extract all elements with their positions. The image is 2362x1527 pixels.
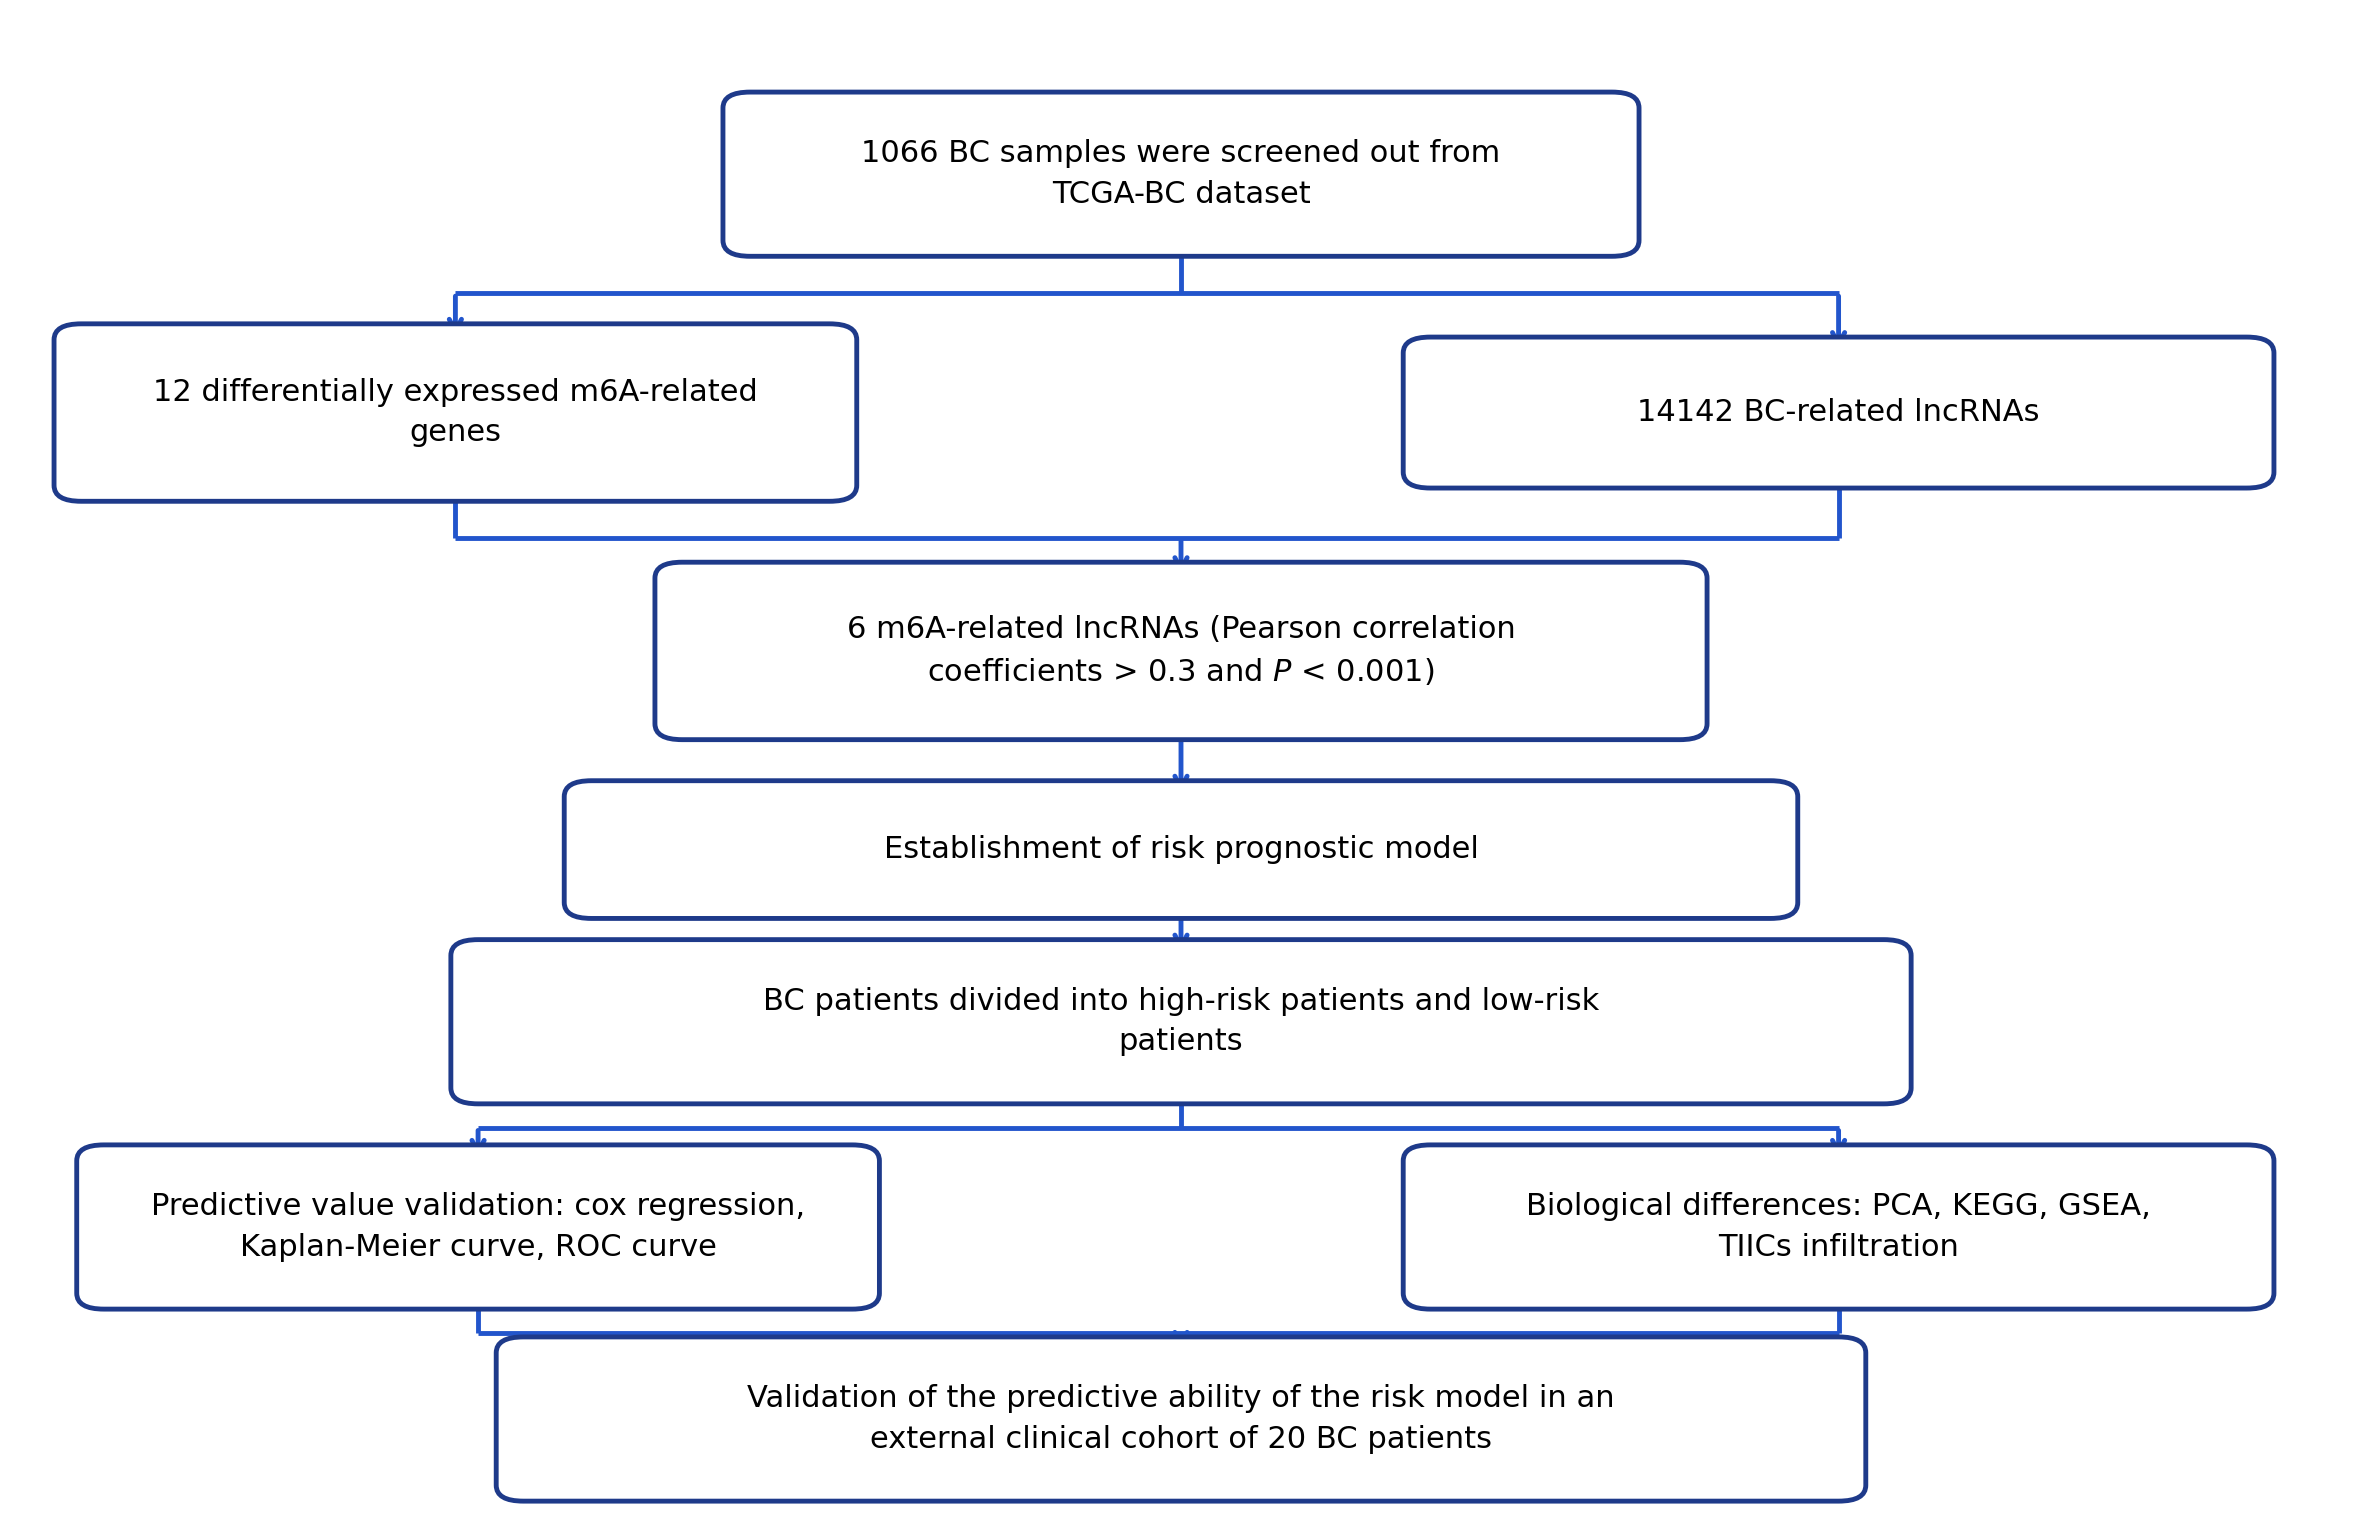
- Text: Validation of the predictive ability of the risk model in an
external clinical c: Validation of the predictive ability of …: [746, 1385, 1616, 1454]
- FancyBboxPatch shape: [1403, 1145, 2275, 1309]
- Text: Establishment of risk prognostic model: Establishment of risk prognostic model: [883, 835, 1479, 864]
- FancyBboxPatch shape: [451, 939, 1911, 1104]
- Text: 12 differentially expressed m6A-related
genes: 12 differentially expressed m6A-related …: [154, 377, 758, 447]
- Text: 14142 BC-related lncRNAs: 14142 BC-related lncRNAs: [1637, 399, 2041, 428]
- FancyBboxPatch shape: [54, 324, 857, 501]
- Text: 6 m6A-related lncRNAs (Pearson correlation
coefficients > 0.3 and $\it{P}$ < 0.0: 6 m6A-related lncRNAs (Pearson correlati…: [846, 615, 1516, 687]
- FancyBboxPatch shape: [76, 1145, 879, 1309]
- Text: Predictive value validation: cox regression,
Kaplan-Meier curve, ROC curve: Predictive value validation: cox regress…: [151, 1193, 805, 1261]
- FancyBboxPatch shape: [723, 92, 1639, 257]
- Text: 1066 BC samples were screened out from
TCGA-BC dataset: 1066 BC samples were screened out from T…: [862, 139, 1500, 209]
- FancyBboxPatch shape: [654, 562, 1708, 739]
- Text: Biological differences: PCA, KEGG, GSEA,
TIICs infiltration: Biological differences: PCA, KEGG, GSEA,…: [1526, 1193, 2152, 1261]
- FancyBboxPatch shape: [1403, 337, 2275, 489]
- FancyBboxPatch shape: [496, 1338, 1866, 1501]
- Text: BC patients divided into high-risk patients and low-risk
patients: BC patients divided into high-risk patie…: [763, 986, 1599, 1057]
- FancyBboxPatch shape: [565, 780, 1797, 918]
